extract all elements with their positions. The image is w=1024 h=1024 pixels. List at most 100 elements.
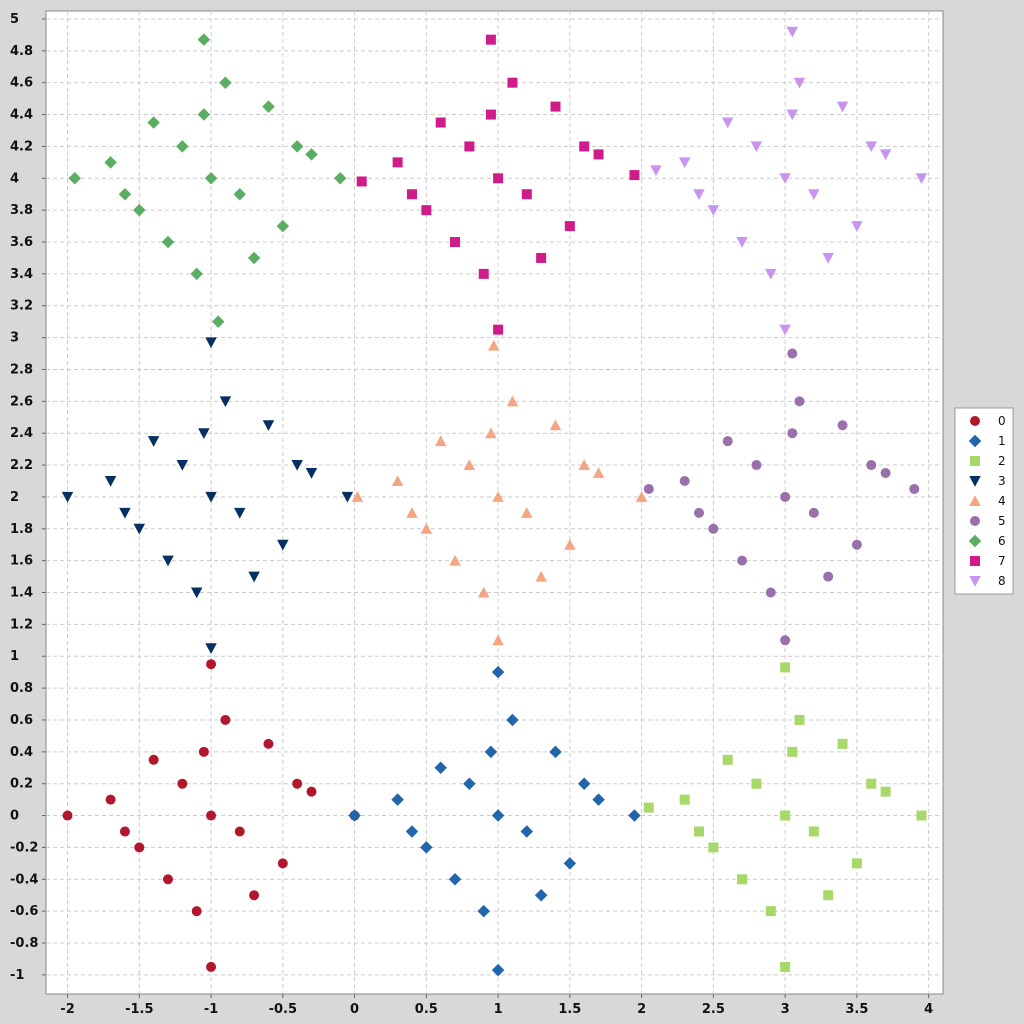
data-point [191, 906, 202, 917]
data-point [291, 460, 303, 471]
data-point [851, 858, 862, 869]
data-point [306, 786, 317, 797]
data-point [434, 761, 447, 775]
x-tick-label: 0 [350, 1002, 359, 1017]
data-point [535, 570, 547, 582]
data-point [134, 842, 145, 853]
series-7 [356, 34, 640, 335]
data-point [247, 251, 261, 265]
data-point [823, 571, 834, 582]
data-point [477, 904, 490, 918]
data-point [629, 170, 640, 181]
data-point [211, 315, 225, 328]
y-tick-label: 5 [10, 12, 19, 27]
legend-label: 4 [998, 494, 1006, 508]
y-tick-label: 4.4 [10, 108, 33, 123]
data-point [808, 826, 819, 837]
data-point [406, 189, 417, 200]
y-tick-label: -0.2 [10, 840, 38, 855]
data-point [406, 507, 418, 518]
data-point [420, 523, 433, 534]
data-point [780, 810, 791, 821]
data-point [794, 714, 805, 725]
y-tick-label: 0.2 [10, 777, 33, 792]
data-point [521, 189, 532, 200]
data-point [578, 459, 590, 471]
data-point [506, 395, 519, 407]
data-point [643, 802, 654, 813]
y-tick-label: 0.8 [10, 681, 33, 696]
data-point [277, 858, 288, 869]
data-point [836, 101, 849, 113]
x-tick-label: -1.5 [125, 1002, 153, 1017]
data-point [708, 842, 719, 853]
y-tick-label: 1.6 [10, 554, 33, 569]
y-tick-label: 0 [10, 809, 19, 824]
data-point [464, 141, 475, 152]
y-tick-label: -1 [10, 968, 24, 983]
y-tick-label: 1.4 [10, 586, 33, 601]
data-point [909, 483, 920, 494]
data-point [879, 149, 892, 161]
data-point [351, 491, 364, 502]
x-tick-label: 3.5 [845, 1002, 868, 1017]
series-5 [643, 348, 920, 646]
data-point [794, 396, 805, 407]
y-tick-label: 3.6 [10, 235, 33, 250]
data-point [118, 187, 132, 201]
data-point [234, 826, 245, 837]
legend-marker [970, 456, 980, 466]
series-4 [351, 339, 648, 646]
data-point [635, 491, 648, 502]
data-point [823, 890, 834, 901]
data-point [392, 157, 403, 168]
data-point [628, 809, 641, 822]
data-point [880, 786, 891, 797]
legend-label: 8 [998, 574, 1006, 588]
data-point [420, 841, 433, 854]
data-point [491, 665, 505, 679]
x-tick-label: 3 [781, 1002, 790, 1017]
data-point [787, 348, 798, 359]
data-point [577, 777, 591, 790]
data-point [205, 643, 217, 655]
data-point [793, 77, 806, 89]
data-point [765, 268, 777, 280]
legend-marker [970, 556, 980, 566]
data-point [348, 809, 361, 822]
data-point [694, 507, 705, 518]
data-point [563, 857, 577, 870]
data-point [787, 428, 798, 439]
data-point [220, 714, 231, 725]
data-point [133, 523, 146, 535]
data-point [233, 187, 247, 201]
data-point [564, 538, 576, 550]
data-point [491, 809, 505, 822]
x-tick-label: 0.5 [415, 1002, 438, 1017]
legend-label: 1 [998, 434, 1006, 448]
data-point [448, 873, 462, 886]
data-point [851, 221, 863, 232]
data-point [463, 459, 476, 471]
y-tick-label: 0.6 [10, 713, 33, 728]
data-point [262, 420, 275, 431]
data-point [276, 219, 290, 233]
data-point [787, 746, 798, 757]
x-tick-label: 2 [637, 1002, 646, 1017]
data-point [105, 794, 116, 805]
x-tick-label: -1 [204, 1002, 218, 1017]
data-point [507, 77, 518, 88]
plot-area [45, 10, 944, 995]
data-point [707, 205, 720, 216]
data-point [765, 906, 776, 917]
data-point [161, 235, 175, 249]
data-point [786, 26, 799, 38]
data-point [865, 141, 877, 153]
data-point [119, 507, 131, 519]
data-point [206, 659, 217, 670]
data-point [550, 101, 561, 112]
y-tick-label: 0.4 [10, 745, 33, 760]
data-point [520, 825, 534, 838]
data-point [391, 793, 404, 806]
data-point [405, 825, 419, 838]
